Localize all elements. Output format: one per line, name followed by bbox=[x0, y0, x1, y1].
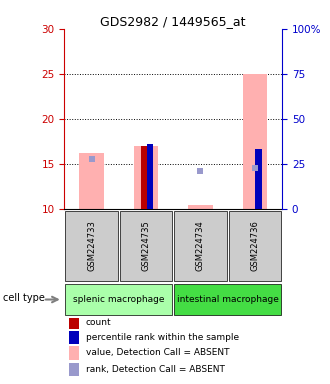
Text: GSM224733: GSM224733 bbox=[87, 220, 96, 271]
Bar bbox=[141, 146, 151, 209]
Text: percentile rank within the sample: percentile rank within the sample bbox=[86, 333, 239, 342]
Bar bbox=[174, 211, 227, 281]
Text: GSM224736: GSM224736 bbox=[250, 220, 259, 271]
Bar bbox=[69, 363, 79, 376]
Text: GSM224735: GSM224735 bbox=[142, 220, 150, 271]
Bar bbox=[255, 149, 262, 209]
Title: GDS2982 / 1449565_at: GDS2982 / 1449565_at bbox=[101, 15, 246, 28]
Bar bbox=[120, 211, 172, 281]
Text: value, Detection Call = ABSENT: value, Detection Call = ABSENT bbox=[86, 348, 229, 358]
Text: rank, Detection Call = ABSENT: rank, Detection Call = ABSENT bbox=[86, 365, 225, 374]
Bar bbox=[65, 211, 118, 281]
Bar bbox=[229, 211, 281, 281]
Text: cell type: cell type bbox=[3, 293, 45, 303]
Bar bbox=[69, 331, 79, 344]
Bar bbox=[69, 316, 79, 329]
Bar bbox=[147, 144, 153, 209]
Text: GSM224734: GSM224734 bbox=[196, 220, 205, 271]
Bar bbox=[79, 153, 104, 209]
Bar bbox=[188, 205, 213, 209]
Bar bbox=[174, 284, 281, 315]
Text: splenic macrophage: splenic macrophage bbox=[73, 295, 165, 304]
Bar bbox=[134, 146, 158, 209]
Bar bbox=[69, 346, 79, 359]
Text: count: count bbox=[86, 318, 112, 327]
Text: intestinal macrophage: intestinal macrophage bbox=[177, 295, 279, 304]
Bar bbox=[243, 74, 267, 209]
Bar bbox=[65, 284, 172, 315]
